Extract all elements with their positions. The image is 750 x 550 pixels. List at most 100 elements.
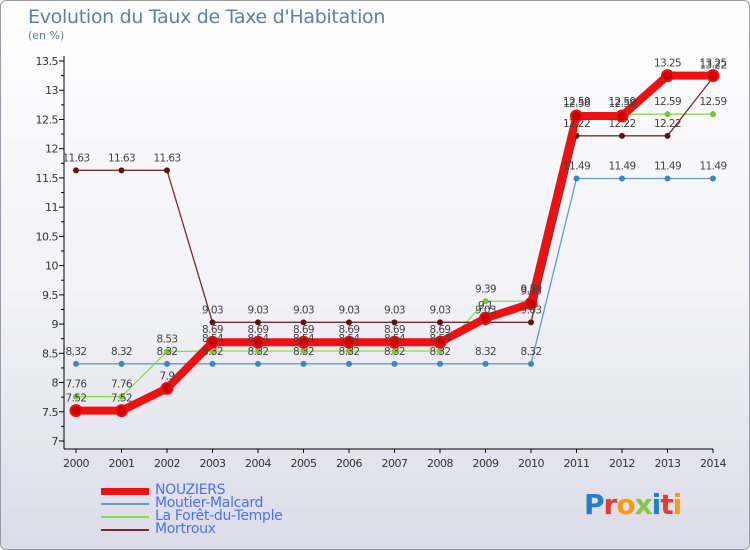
data-point	[251, 335, 265, 349]
data-label: 8.54	[430, 333, 452, 345]
legend-swatch	[101, 529, 149, 531]
data-label: 7.9	[160, 370, 175, 382]
y-tick-label: 12	[45, 143, 58, 156]
data-point	[391, 360, 398, 367]
data-point	[209, 319, 216, 326]
data-label: 9.03	[293, 304, 314, 316]
y-tick-label: 9	[52, 318, 59, 331]
data-point	[342, 335, 356, 349]
data-label: 11.49	[563, 161, 590, 173]
data-label: 8.69	[339, 324, 360, 336]
data-label: 8.32	[202, 346, 223, 358]
brand-letter: x	[634, 488, 653, 521]
data-point	[706, 69, 720, 83]
data-label: 8.69	[248, 324, 269, 336]
data-label: 9.03	[430, 304, 451, 316]
data-point	[433, 335, 447, 349]
brand-letter: r	[603, 488, 618, 521]
data-point	[346, 319, 352, 326]
data-point	[388, 335, 401, 349]
x-tick-label: 2011	[564, 457, 590, 470]
data-point	[573, 175, 580, 182]
x-tick-label: 2006	[336, 457, 362, 470]
legend-label: Moutier-Malcard	[155, 495, 264, 511]
data-label: 8.32	[521, 346, 542, 358]
y-tick-label: 11.5	[36, 172, 59, 185]
data-label: 9.03	[339, 304, 360, 316]
data-point	[619, 132, 625, 139]
data-label: 8.32	[339, 346, 360, 358]
data-point	[255, 319, 261, 326]
data-point	[391, 319, 398, 326]
legend-label: Mortroux	[155, 521, 216, 537]
data-label: 8.54	[248, 333, 270, 345]
y-tick-label: 7.5	[42, 406, 58, 419]
data-label: 12.22	[608, 118, 635, 130]
data-label: 9.39	[475, 283, 496, 295]
data-label: 13.22	[699, 59, 726, 71]
data-point	[73, 167, 79, 174]
x-tick-label: 2007	[382, 457, 408, 470]
data-label: 12.56	[608, 98, 636, 110]
x-tick-label: 2008	[427, 457, 453, 470]
data-label: 13.25	[654, 58, 681, 70]
data-label: 8.69	[202, 324, 223, 336]
data-label: 11.49	[608, 161, 635, 173]
x-tick-label: 2005	[291, 457, 317, 470]
data-point	[206, 335, 219, 349]
legend-swatch	[101, 516, 149, 518]
data-point	[346, 360, 352, 367]
data-point	[209, 360, 216, 367]
data-label: 7.52	[111, 393, 132, 405]
data-point	[69, 404, 83, 418]
data-point	[437, 360, 443, 367]
data-label: 12.59	[699, 96, 726, 108]
data-point	[615, 109, 629, 123]
data-label: 8.32	[384, 346, 405, 358]
legend-swatch	[101, 503, 149, 505]
data-point	[255, 347, 261, 354]
x-tick-label: 2002	[154, 457, 180, 470]
data-label: 7.76	[66, 379, 88, 391]
data-point	[482, 360, 489, 367]
data-point	[437, 319, 443, 326]
data-point	[664, 175, 671, 182]
y-tick-label: 7	[52, 435, 59, 448]
data-label: 11.49	[654, 161, 681, 173]
y-tick-label: 10	[45, 260, 58, 273]
data-label: 12.59	[563, 96, 590, 108]
brand-letter: i	[672, 488, 683, 521]
y-tick-label: 11	[45, 201, 58, 214]
brand-letter: P	[584, 488, 605, 521]
data-label: 8.54	[293, 333, 315, 345]
legend-label: NOUZIERS	[155, 482, 226, 498]
data-label: 7.76	[111, 379, 133, 391]
data-point	[73, 393, 79, 400]
data-label: 12.22	[563, 118, 590, 130]
data-point	[528, 360, 534, 367]
y-tick-label: 13.5	[36, 55, 59, 68]
data-label: 9.03	[202, 304, 223, 316]
legend-swatch	[101, 488, 149, 495]
data-label: 9.39	[521, 283, 542, 295]
brand-letter: o	[616, 488, 635, 521]
x-tick-label: 2012	[609, 457, 635, 470]
data-point	[118, 393, 125, 400]
data-point	[346, 347, 352, 354]
data-point	[255, 360, 261, 367]
data-point	[479, 311, 492, 325]
x-tick-label: 2014	[700, 457, 726, 470]
y-tick-label: 8	[52, 377, 59, 390]
brand-logo: Proxiti	[584, 488, 683, 521]
y-tick-label: 13	[45, 84, 58, 97]
data-label: 13.25	[699, 58, 726, 70]
data-point	[164, 360, 170, 367]
data-point	[391, 347, 398, 354]
data-label: 8.32	[248, 346, 269, 358]
data-point	[482, 298, 489, 305]
data-point	[664, 132, 671, 139]
data-point	[118, 360, 125, 367]
data-point	[300, 360, 307, 367]
